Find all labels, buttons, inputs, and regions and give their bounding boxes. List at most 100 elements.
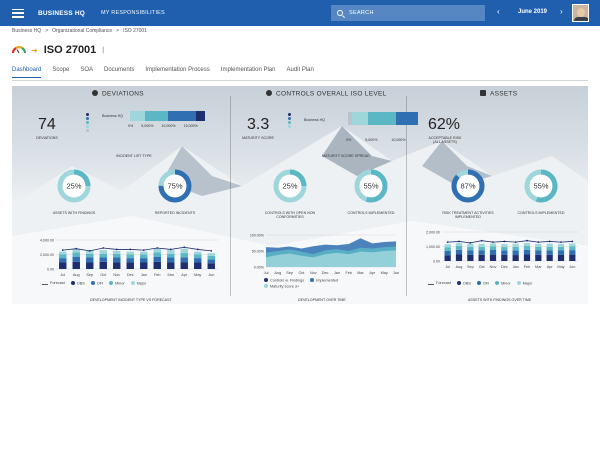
gauge-icon — [12, 46, 26, 54]
bar-segment — [126, 262, 134, 269]
legend-maturity: Maturity score 3+ — [264, 283, 299, 288]
x-tick-label: Apr — [181, 273, 188, 277]
svg-text:55%: 55% — [533, 182, 548, 191]
bar-segment — [478, 246, 485, 251]
legend-ofi: OFI — [90, 281, 103, 286]
bar-segment — [207, 259, 215, 264]
x-tick-label: Dec — [322, 271, 329, 275]
svg-text:87%: 87% — [460, 182, 475, 191]
x-tick-label: Sep — [467, 265, 474, 269]
bar-segment — [72, 261, 80, 269]
forecast-line — [447, 240, 573, 244]
dashboard: DEVIATIONS 74 DEVIATIONS Business HQ 0% 5… — [12, 86, 588, 304]
bar-segment — [59, 254, 67, 259]
tab-audit-plan[interactable]: Audit Plan — [286, 67, 314, 73]
tab-scope[interactable]: Scope — [52, 67, 70, 73]
brand-link[interactable]: BUSINESS HQ — [38, 9, 85, 17]
tab-documents[interactable]: Documents — [104, 67, 135, 73]
hamburger-menu-icon[interactable] — [12, 8, 24, 18]
month-label: June 2019 — [518, 9, 548, 15]
controls-implemented-label: CONTROLS IMPLEMENTED — [347, 211, 395, 215]
bar-segment — [489, 249, 497, 255]
bar-segment — [455, 249, 463, 255]
assets-panel: ASSETS 62% ACCEPTABLE RISK (ALL ASSETS) … — [406, 86, 588, 304]
bar-segment — [467, 250, 474, 255]
forecast-point — [196, 248, 199, 251]
assets-title: ASSETS — [480, 90, 517, 98]
deviations-title: DEVIATIONS — [92, 90, 144, 98]
forecast-point — [514, 241, 517, 244]
bar-segment — [86, 253, 94, 258]
bar-segment — [569, 250, 576, 255]
reported-incidents-ring: 75% — [158, 169, 192, 203]
bar-segment — [99, 253, 107, 258]
bar-segment — [489, 254, 497, 261]
next-month-button[interactable]: › — [560, 7, 563, 16]
bar-segment — [180, 257, 188, 263]
tab-bar: Dashboard Scope SOA Documents Implementa… — [12, 67, 325, 78]
y-tick-label: 4,000.00 — [40, 239, 54, 243]
x-tick-label: Aug — [73, 273, 80, 277]
assets-controls-implemented-ring: 55% — [524, 169, 558, 203]
legend-major: Major — [130, 281, 146, 286]
tab-dashboard[interactable]: Dashboard — [12, 67, 42, 78]
tab-implementation-process[interactable]: Implementation Process — [145, 67, 210, 73]
bar-segment — [113, 262, 121, 269]
tab-soa[interactable]: SOA — [80, 67, 94, 73]
breadcrumb-item-business-hq[interactable]: Business HQ — [12, 28, 42, 34]
x-tick-label: Jul — [445, 265, 450, 269]
assets-findings-chart: 2,000.00 1,000.00 0.00 Jul Aug Sep Oct Nov Dec Ja… — [426, 231, 578, 269]
legend-implemented: Implemented — [310, 278, 338, 283]
legend-forecast: Forecast — [428, 281, 451, 285]
legend-forecast: Forecast — [42, 281, 65, 285]
maturity-bar-caption: MATURITY SCORE SPREAD — [322, 154, 370, 158]
x-tick-label: Nov — [310, 271, 317, 275]
bar-segment — [501, 247, 508, 251]
bar-segment — [140, 251, 148, 255]
x-tick-label: Jan — [334, 271, 340, 275]
acceptable-risk-value: 62% — [428, 116, 461, 133]
x-tick-label: Apr — [369, 271, 376, 275]
x-tick-label: Oct — [298, 271, 305, 275]
deviations-panel: DEVIATIONS 74 DEVIATIONS Business HQ 0% 5… — [12, 86, 230, 304]
layers-icon — [480, 90, 486, 96]
page-title: ISO 27001 — [43, 44, 97, 56]
search-placeholder: SEARCH — [349, 10, 374, 16]
bar-segment — [501, 244, 508, 248]
avatar[interactable] — [572, 4, 589, 22]
bar-segment — [153, 252, 161, 257]
risk-treatment-label: RISK TREATMENT ACTIVITIES IMPLEMENTED — [442, 211, 494, 220]
deviations-legend: Forecast OBS OFI Minor Major — [42, 281, 146, 286]
x-tick-label: Jun — [208, 273, 214, 277]
x-tick-label: Feb — [345, 271, 352, 275]
bar-segment — [194, 262, 202, 269]
bar-segment — [86, 257, 94, 263]
title-separator: | — [102, 46, 105, 54]
x-tick-label: Jul — [264, 271, 269, 275]
forecast-point — [446, 241, 449, 244]
bar-segment — [207, 263, 215, 269]
iso-level-panel: CONTROLS OVERALL ISO LEVEL 3.3 MATURITY … — [230, 86, 418, 304]
forecast-point — [469, 241, 472, 244]
bar-segment — [153, 256, 161, 262]
forecast-point — [458, 240, 460, 243]
x-tick-label: Aug — [456, 265, 463, 269]
my-responsibilities-link[interactable]: MY RESPONSIBILITIES — [101, 10, 165, 16]
forecast-point — [210, 249, 213, 252]
bar-segment — [467, 254, 474, 261]
assets-with-findings-ring: 25% — [57, 169, 91, 203]
bar-segment — [512, 250, 519, 256]
y-tick-label: 1,000.00 — [426, 245, 440, 249]
forecast-point — [503, 240, 506, 243]
development-chart-caption: DEVELOPMENT OVER TIME — [298, 298, 346, 302]
bar-segment — [557, 250, 565, 255]
search-input[interactable]: SEARCH — [331, 5, 485, 21]
bar-segment — [126, 254, 134, 259]
bar-segment — [167, 253, 175, 258]
breadcrumb-item-organizational-compliance[interactable]: Organizational Compliance — [52, 28, 113, 34]
forecast-point — [88, 249, 91, 252]
tab-implementation-plan[interactable]: Implementation Plan — [220, 67, 276, 73]
previous-month-button[interactable]: ‹ — [497, 7, 500, 16]
forecast-point — [156, 247, 159, 249]
x-tick-label: Nov — [113, 273, 120, 277]
